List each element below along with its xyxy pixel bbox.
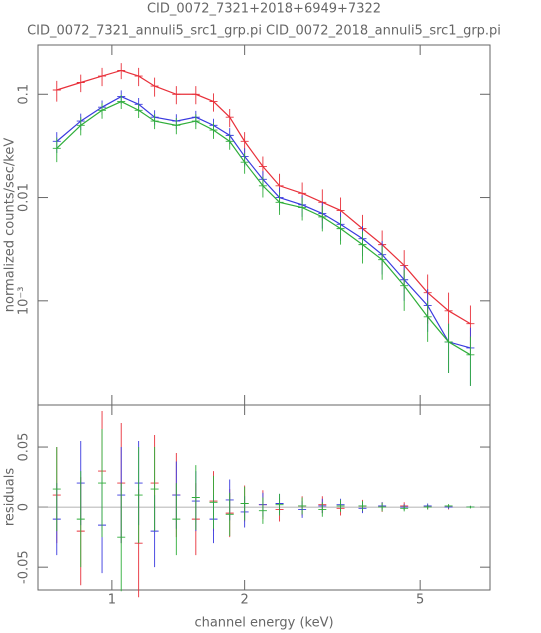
y-tick-label: 0.01 xyxy=(17,183,32,212)
model-line xyxy=(56,95,471,349)
error-bar xyxy=(275,192,284,215)
x-axis-label: channel energy (keV) xyxy=(194,616,333,631)
error-bar xyxy=(466,505,475,509)
error-bar xyxy=(258,497,267,524)
model-line xyxy=(56,100,471,356)
error-bar xyxy=(117,483,126,592)
error-bar xyxy=(466,336,475,386)
model-line xyxy=(56,69,471,325)
y-tick-label: 10⁻³ xyxy=(17,287,32,316)
error-bar xyxy=(423,300,432,342)
chart-title: CID_0072_7321+2018+6949+7322 xyxy=(147,2,381,17)
plot-frame xyxy=(37,44,491,406)
error-bar xyxy=(52,447,61,532)
error-bar xyxy=(52,80,61,102)
error-bar xyxy=(76,471,85,568)
plot-frame xyxy=(37,404,491,591)
error-bar xyxy=(225,492,234,536)
error-bar xyxy=(275,493,284,516)
error-bar xyxy=(240,486,249,521)
error-bar xyxy=(172,483,181,556)
error-bar xyxy=(423,504,432,510)
error-bar xyxy=(378,502,387,512)
y-axis-label: residuals xyxy=(3,468,18,527)
y-tick-label: 0 xyxy=(17,503,32,511)
error-bar xyxy=(209,93,218,112)
error-bar xyxy=(336,499,345,512)
error-bar xyxy=(98,429,107,538)
error-bar xyxy=(318,502,327,517)
error-bar xyxy=(444,323,453,374)
error-bar xyxy=(400,505,409,512)
x-tick-label: 2 xyxy=(241,593,249,608)
y-tick-label: -0.05 xyxy=(17,550,32,584)
x-tick-label: 1 xyxy=(108,593,116,608)
y-axis-label: normalized counts/sec/keV xyxy=(3,138,18,313)
error-bar xyxy=(172,86,181,105)
error-bar xyxy=(358,501,367,511)
error-bar xyxy=(134,447,143,544)
error-bar xyxy=(191,465,200,530)
x-tick-label: 5 xyxy=(416,593,424,608)
error-bar xyxy=(134,67,143,87)
y-tick-label: 0.05 xyxy=(17,433,32,462)
y-tick-label: 0.1 xyxy=(17,84,32,105)
error-bar xyxy=(298,497,307,515)
error-bar xyxy=(209,475,218,529)
chart-subtitle: CID_0072_7321_annuli5_src1_grp.pi CID_00… xyxy=(27,24,501,39)
error-bar xyxy=(444,504,453,508)
error-bar xyxy=(150,447,159,532)
